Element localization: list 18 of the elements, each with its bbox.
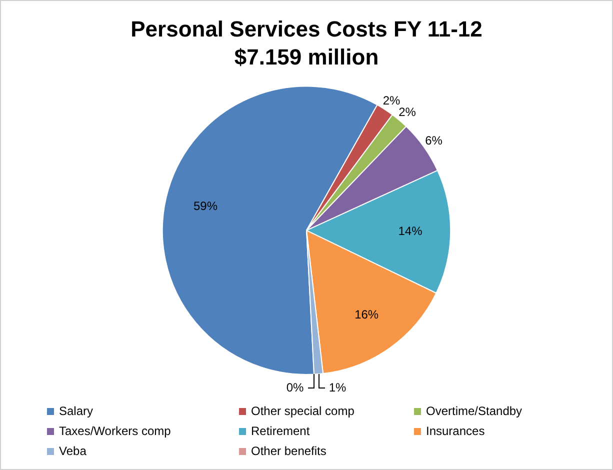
legend-label: Insurances bbox=[426, 424, 485, 438]
legend-label: Retirement bbox=[251, 424, 310, 438]
legend-label: Salary bbox=[59, 404, 94, 418]
legend-label: Overtime/Standby bbox=[426, 404, 522, 418]
legend-label: Veba bbox=[59, 444, 86, 458]
data-label: 59% bbox=[193, 199, 218, 214]
data-label: 14% bbox=[398, 224, 423, 238]
data-label: 2% bbox=[382, 93, 401, 108]
legend-label: Other benefits bbox=[251, 444, 326, 458]
data-label: 16% bbox=[354, 307, 379, 322]
legend-label: Taxes/Workers comp bbox=[59, 424, 171, 438]
chart-subtitle: $7.159 million bbox=[234, 44, 379, 70]
data-label: 6% bbox=[425, 133, 443, 148]
legend-label: Other special comp bbox=[251, 404, 354, 418]
data-label: 2% bbox=[398, 105, 416, 120]
data-label: 1% bbox=[328, 380, 347, 394]
text: 0% bbox=[286, 380, 304, 395]
chart-title: Personal Services Costs FY 11-12 bbox=[130, 16, 482, 42]
